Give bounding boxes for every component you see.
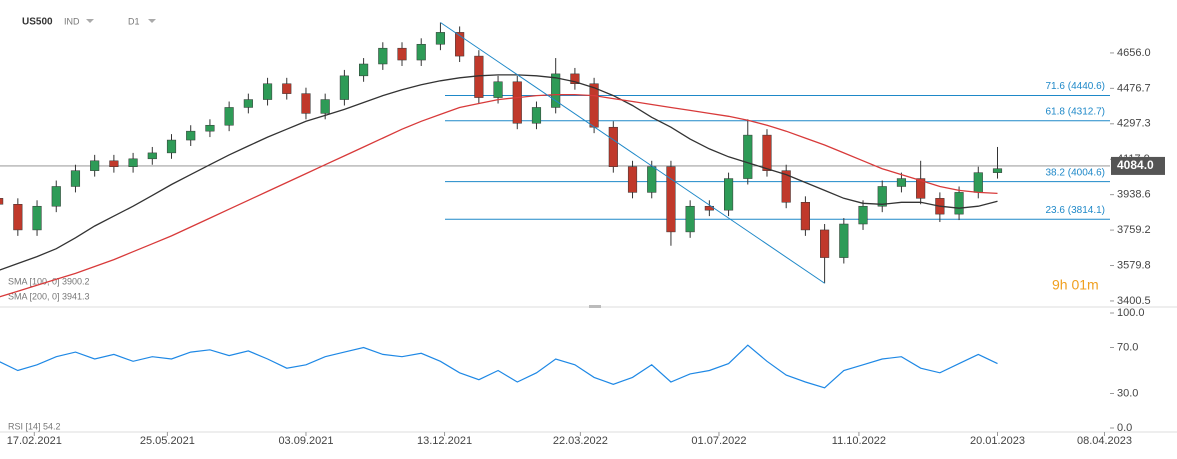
- candle-body: [608, 126, 618, 167]
- candle-body: [301, 93, 311, 114]
- y-tick-label: 30.0: [1117, 387, 1138, 399]
- y-tick-label: 4656.0: [1117, 47, 1151, 59]
- candle-body: [916, 178, 926, 199]
- x-tick-label: 08.04.2023: [1077, 435, 1132, 447]
- candle-body: [531, 107, 542, 124]
- candle-body: [186, 130, 196, 141]
- candle-body: [32, 205, 42, 231]
- candle-body: [13, 204, 23, 231]
- candle-body: [205, 124, 215, 132]
- y-tick-label: 3938.6: [1117, 189, 1151, 201]
- price-tag: [1111, 156, 1165, 175]
- candle-body: [378, 47, 388, 65]
- candle-body: [589, 83, 599, 128]
- fib-label: 71.6 (4440.6): [1046, 81, 1106, 92]
- candle-body: [416, 43, 426, 61]
- y-tick-label: 100.0: [1117, 307, 1145, 319]
- candle-body: [397, 47, 407, 61]
- x-tick-label: 22.03.2022: [553, 435, 608, 447]
- candle-body: [800, 202, 810, 231]
- candle-body: [512, 81, 522, 124]
- candle-body: [666, 166, 676, 233]
- candle-body: [339, 75, 349, 100]
- y-tick-label: 0.0: [1117, 422, 1132, 434]
- candle-body: [781, 170, 791, 203]
- x-tick-label: 11.10.2022: [832, 435, 886, 447]
- rsi-legend[interactable]: RSI [14] 54.2: [8, 421, 61, 431]
- candle-body: [877, 186, 887, 207]
- y-tick-label: 4476.7: [1117, 82, 1151, 94]
- y-tick-label: 3400.5: [1117, 295, 1151, 307]
- candle-body: [282, 83, 292, 94]
- fib-label: 23.6 (3814.1): [1046, 205, 1106, 216]
- x-tick-label: 01.07.2022: [691, 435, 746, 447]
- candle-body: [262, 83, 273, 100]
- price-tag-label: 4084.0: [1117, 158, 1154, 172]
- candle-body: [627, 166, 638, 193]
- candle-body: [839, 223, 849, 258]
- x-tick-label: 25.05.2021: [140, 435, 195, 447]
- dropdown-arrow[interactable]: [148, 19, 156, 23]
- x-tick-label: 03.09.2021: [278, 435, 333, 447]
- candle-body: [551, 73, 561, 108]
- candle-body: [954, 192, 964, 215]
- candle-body: [896, 178, 907, 187]
- candle-body: [90, 160, 100, 171]
- candle-body: [474, 55, 484, 98]
- y-tick-label: 70.0: [1117, 341, 1138, 353]
- x-tick-label: 13.12.2021: [417, 435, 472, 447]
- candle-body: [243, 99, 253, 108]
- candle-body: [109, 160, 119, 167]
- candle-body: [166, 139, 177, 154]
- candle-body: [70, 170, 81, 187]
- candle-body: [493, 81, 503, 98]
- candle-body: [973, 172, 983, 193]
- y-tick-label: 3759.2: [1117, 224, 1151, 236]
- candle-body: [858, 205, 868, 225]
- timeframe[interactable]: D1: [128, 16, 140, 26]
- candle-body: [743, 134, 753, 179]
- fib-label: 61.8 (4312.7): [1046, 106, 1106, 117]
- candle-body: [51, 186, 61, 207]
- fib-label: 38.2 (4004.6): [1046, 167, 1106, 178]
- sma-200-legend[interactable]: SMA [200, 0] 3941.3: [8, 291, 90, 301]
- trendline: [440, 22, 825, 284]
- y-tick-label: 3579.8: [1117, 259, 1151, 271]
- candle-body: [820, 229, 830, 258]
- y-tick-label: 4297.3: [1117, 118, 1151, 130]
- sma-line: [0, 93, 998, 298]
- x-tick-label: 17.02.2021: [7, 435, 62, 447]
- countdown: 9h 01m: [1052, 277, 1099, 293]
- dropdown-arrow[interactable]: [86, 19, 94, 23]
- candle-body: [455, 32, 465, 57]
- market: IND: [64, 16, 80, 26]
- candle-body: [685, 205, 695, 233]
- sma-line: [0, 74, 998, 271]
- candle-body: [0, 198, 4, 205]
- candle-body: [320, 99, 330, 114]
- candle-body: [570, 73, 580, 84]
- candle-body: [359, 63, 369, 77]
- candle-body: [128, 158, 138, 167]
- candle-body: [762, 134, 772, 171]
- candle-body: [723, 178, 734, 211]
- x-tick-label: 20.01.2023: [970, 435, 1025, 447]
- rsi-line: [0, 344, 998, 389]
- candle-body: [992, 168, 1003, 173]
- candle-body: [224, 107, 234, 126]
- candle-body: [435, 32, 446, 45]
- panel-resize-handle[interactable]: [589, 305, 601, 308]
- symbol[interactable]: US500: [22, 17, 53, 28]
- candle-body: [147, 152, 157, 160]
- candle-body: [647, 166, 657, 193]
